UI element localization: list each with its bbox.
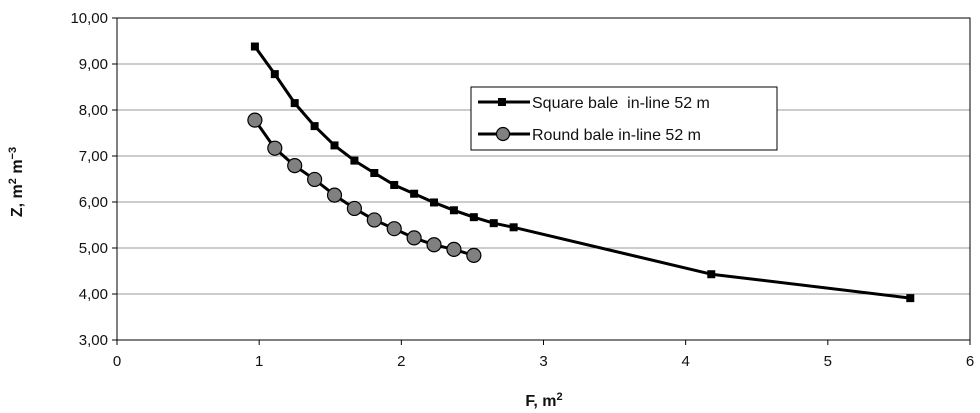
legend-label-square: Square bale in-line 52 m xyxy=(532,95,710,112)
y-tick-label: 9,00 xyxy=(79,56,108,73)
y-axis-title-text: Z, m xyxy=(9,184,26,217)
x-tick-label: 3 xyxy=(539,353,547,370)
data-point-square xyxy=(250,42,259,51)
y-axis-title-sup1: 2 xyxy=(7,178,19,184)
data-point-circle xyxy=(466,247,482,263)
data-point-circle xyxy=(247,112,263,128)
y-tick-label: 10,00 xyxy=(70,10,108,27)
data-point-square xyxy=(509,223,518,232)
x-axis-title-text: F, m xyxy=(525,393,556,410)
x-axis: 0 1 2 3 4 5 6 xyxy=(113,340,974,370)
data-point-square xyxy=(707,270,716,279)
series-line xyxy=(253,45,911,300)
y-tick-label: 3,00 xyxy=(79,332,108,349)
data-point-square xyxy=(330,141,339,150)
y-tick-label: 6,00 xyxy=(79,194,108,211)
data-point-circle xyxy=(287,158,303,174)
x-tick-label: 1 xyxy=(255,353,263,370)
data-point-square xyxy=(410,189,419,198)
legend-marker-round xyxy=(495,126,511,142)
y-axis-title-mid: m xyxy=(9,159,26,178)
data-point-circle xyxy=(426,237,442,253)
data-point-square xyxy=(350,156,359,165)
x-tick-label: 0 xyxy=(113,353,121,370)
x-tick-label: 4 xyxy=(681,353,689,370)
legend: Square bale in-line 52 m Round bale in-l… xyxy=(470,86,778,151)
data-point-square xyxy=(489,219,498,228)
x-tick-label: 6 xyxy=(966,353,974,370)
y-tick-label: 5,00 xyxy=(79,240,108,257)
data-point-circle xyxy=(366,212,382,228)
y-tick-label: 4,00 xyxy=(79,286,108,303)
y-tick-label: 7,00 xyxy=(79,148,108,165)
y-axis-title-sup2: −3 xyxy=(7,147,19,160)
data-point-circle xyxy=(326,187,343,203)
data-point-square xyxy=(430,198,439,207)
legend-box xyxy=(470,86,778,151)
y-tick-label: 8,00 xyxy=(79,102,108,119)
data-point-circle xyxy=(267,140,283,156)
data-point-square xyxy=(370,169,379,178)
y-axis-title: Z, m2 m−3 xyxy=(7,147,26,217)
y-axis: 3,00 4,00 5,00 6,00 7,00 8,00 9,00 10,00 xyxy=(70,10,117,349)
data-point-square xyxy=(390,180,399,189)
legend-label-round: Round bale in-line 52 m xyxy=(532,127,701,144)
x-tick-label: 5 xyxy=(824,353,832,370)
data-point-square xyxy=(270,70,279,79)
legend-marker-square xyxy=(498,98,506,106)
series-square xyxy=(250,42,915,303)
series-layer xyxy=(247,42,915,303)
data-point-circle xyxy=(307,171,323,188)
data-point-circle xyxy=(406,230,422,246)
data-point-square xyxy=(449,206,458,215)
data-point-circle xyxy=(386,221,402,237)
x-axis-title: F, m2 xyxy=(525,391,562,410)
data-point-square xyxy=(906,294,915,303)
data-point-circle xyxy=(446,241,462,257)
data-point-square xyxy=(469,213,478,222)
data-point-square xyxy=(310,122,319,131)
series-circle xyxy=(247,112,482,263)
x-axis-title-sup: 2 xyxy=(557,391,563,403)
x-tick-label: 2 xyxy=(397,353,405,370)
data-point-circle xyxy=(346,200,363,217)
data-point-square xyxy=(290,99,299,108)
